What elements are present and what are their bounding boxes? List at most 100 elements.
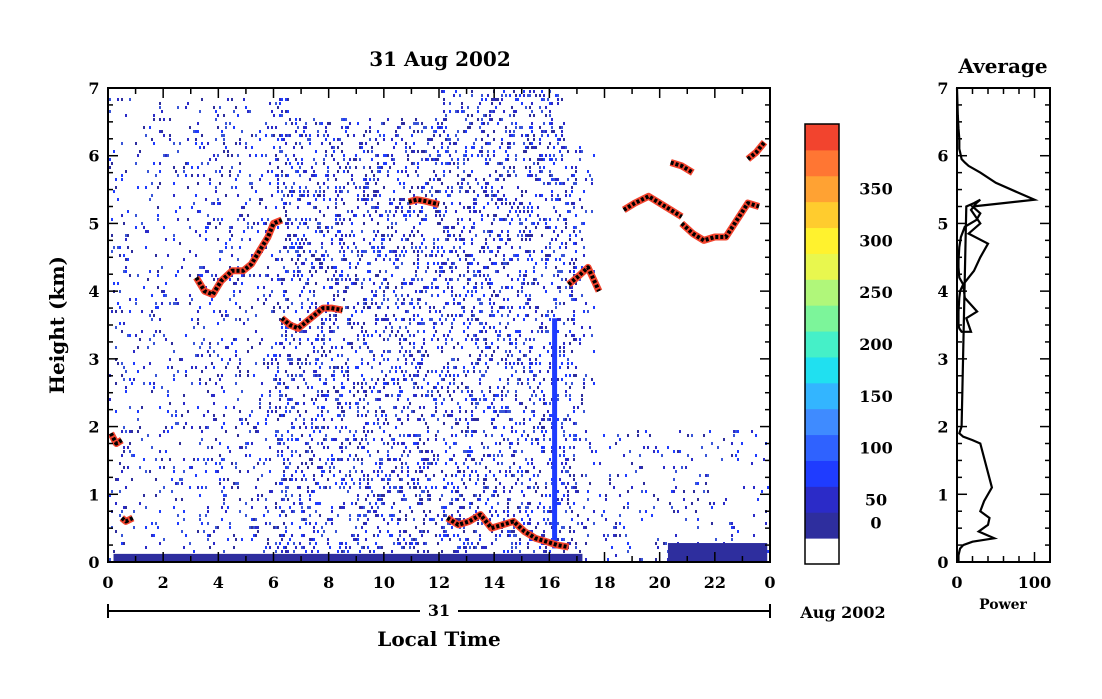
heatmap-cell: [195, 366, 197, 369]
heatmap-cell: [151, 534, 153, 537]
heatmap-cell: [495, 262, 497, 265]
heatmap-cell: [369, 306, 371, 309]
heatmap-cell: [437, 158, 439, 161]
heatmap-cell: [297, 486, 299, 489]
heatmap-cell: [113, 150, 115, 153]
heatmap-cell: [117, 302, 119, 305]
heatmap-cell: [213, 394, 215, 397]
heatmap-cell: [573, 410, 575, 413]
heatmap-cell: [571, 298, 573, 301]
heatmap-cell: [567, 414, 569, 417]
heatmap-cell: [463, 250, 465, 253]
heatmap-cell: [279, 306, 281, 309]
heatmap-cell: [573, 338, 575, 341]
heatmap-cell: [445, 514, 447, 517]
heatmap-cell: [287, 226, 289, 229]
heatmap-cell: [517, 442, 519, 445]
heatmap-cell: [549, 174, 551, 177]
heatmap-cell: [457, 470, 459, 473]
heatmap-cell: [573, 206, 575, 209]
heatmap-cell: [439, 274, 441, 277]
heatmap-cell: [489, 390, 491, 393]
heatmap-cell: [539, 362, 541, 365]
heatmap-cell: [433, 206, 435, 209]
heatmap-cell: [525, 234, 527, 237]
heatmap-cell: [243, 218, 245, 221]
heatmap-cell: [457, 342, 459, 345]
heatmap-cell: [477, 338, 479, 341]
heatmap-cell: [515, 158, 517, 161]
heatmap-cell: [257, 494, 259, 497]
heatmap-cell: [339, 166, 341, 169]
heatmap-cell: [421, 122, 423, 125]
heatmap-cell: [481, 214, 483, 217]
heatmap-cell: [391, 226, 393, 229]
heatmap-cell: [493, 314, 495, 317]
heatmap-cell: [541, 326, 543, 329]
heatmap-cell: [361, 506, 363, 509]
heatmap-cell: [235, 178, 237, 181]
heatmap-cell: [395, 458, 397, 461]
heatmap-cell: [565, 146, 567, 149]
heatmap-cell: [465, 130, 467, 133]
heatmap-cell: [551, 450, 553, 453]
heatmap-cell: [219, 250, 221, 253]
heatmap-cell: [357, 390, 359, 393]
heatmap-cell: [413, 342, 415, 345]
heatmap-cell: [389, 350, 391, 353]
heatmap-cell: [533, 250, 535, 253]
heatmap-cell: [305, 282, 307, 285]
heatmap-cell: [409, 234, 411, 237]
heatmap-cell: [443, 414, 445, 417]
heatmap-cell: [217, 202, 219, 205]
heatmap-cell: [507, 146, 509, 149]
heatmap-cell: [111, 162, 113, 165]
heatmap-cell: [235, 106, 237, 109]
heatmap-cell: [421, 150, 423, 153]
heatmap-cell: [371, 290, 373, 293]
heatmap-cell: [333, 386, 335, 389]
heatmap-cell: [635, 470, 637, 473]
heatmap-cell: [577, 406, 579, 409]
heatmap-cell: [449, 374, 451, 377]
heatmap-cell: [395, 294, 397, 297]
heatmap-cell: [591, 210, 593, 213]
heatmap-cell: [109, 166, 111, 169]
heatmap-cell: [557, 270, 559, 273]
heatmap-cell: [539, 154, 541, 157]
heatmap-cell: [391, 154, 393, 157]
heatmap-cell: [297, 466, 299, 469]
heatmap-cell: [315, 358, 317, 361]
heatmap-cell: [465, 434, 467, 437]
heatmap-cell: [383, 442, 385, 445]
heatmap-cell: [123, 322, 125, 325]
heatmap-cell: [487, 194, 489, 197]
heatmap-cell: [617, 434, 619, 437]
heatmap-cell: [287, 458, 289, 461]
heatmap-cell: [159, 434, 161, 437]
heatmap-cell: [337, 162, 339, 165]
heatmap-cell: [285, 98, 287, 101]
heatmap-cell: [257, 298, 259, 301]
heatmap-cell: [379, 498, 381, 501]
heatmap-cell: [435, 434, 437, 437]
heatmap-cell: [157, 186, 159, 189]
heatmap-cell: [347, 126, 349, 129]
vertical-echo-column: [552, 318, 558, 549]
heatmap-cell: [507, 530, 509, 533]
heatmap-cell: [175, 498, 177, 501]
heatmap-cell: [425, 126, 427, 129]
heatmap-cell: [579, 230, 581, 233]
heatmap-cell: [305, 186, 307, 189]
heatmap-cell: [423, 322, 425, 325]
heatmap-cell: [479, 330, 481, 333]
heatmap-cell: [503, 110, 505, 113]
heatmap-cell: [437, 382, 439, 385]
heatmap-cell: [407, 470, 409, 473]
heatmap-cell: [215, 526, 217, 529]
heatmap-cell: [291, 374, 293, 377]
heatmap-cell: [417, 478, 419, 481]
heatmap-cell: [573, 174, 575, 177]
heatmap-cell: [235, 482, 237, 485]
heatmap-cell: [283, 414, 285, 417]
